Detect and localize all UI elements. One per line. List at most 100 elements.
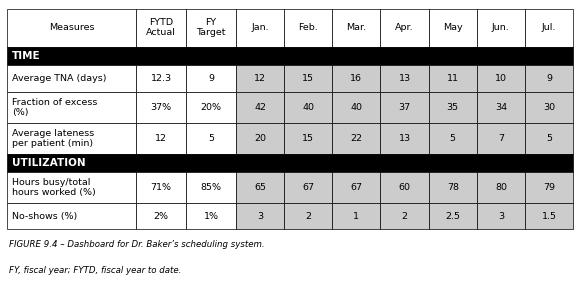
Text: 2: 2 [401,212,408,221]
Bar [429,9,477,47]
Bar [236,203,284,229]
Bar [7,92,136,123]
Text: 22: 22 [350,134,362,143]
Bar [236,172,284,203]
Bar [236,92,284,123]
Bar [284,123,332,154]
Bar [7,203,136,229]
Text: FY, fiscal year; FYTD, fiscal year to date.: FY, fiscal year; FYTD, fiscal year to da… [9,266,181,275]
Bar [429,123,477,154]
Text: 67: 67 [350,183,362,192]
Text: 2%: 2% [154,212,169,221]
Text: Average TNA (days): Average TNA (days) [12,74,107,83]
Text: 67: 67 [302,183,314,192]
Bar [7,123,136,154]
Text: Jan.: Jan. [251,23,269,32]
Bar [7,9,136,47]
Bar [525,92,573,123]
Text: Feb.: Feb. [298,23,318,32]
Bar [429,65,477,92]
Text: 3: 3 [498,212,504,221]
Bar [7,154,573,172]
Bar [381,203,429,229]
Text: 60: 60 [399,183,411,192]
Bar [186,9,236,47]
Text: 15: 15 [302,74,314,83]
Text: 11: 11 [447,74,458,83]
Text: 12: 12 [155,134,167,143]
Text: 9: 9 [546,74,552,83]
Bar [381,172,429,203]
Text: No-shows (%): No-shows (%) [12,212,77,221]
Bar [236,9,284,47]
Text: 7: 7 [498,134,504,143]
Text: FIGURE 9.4 – Dashboard for Dr. Baker’s scheduling system.: FIGURE 9.4 – Dashboard for Dr. Baker’s s… [9,240,264,249]
Text: 5: 5 [208,134,214,143]
Text: 5: 5 [450,134,456,143]
Bar [477,172,525,203]
Text: Hours busy/total
hours worked (%): Hours busy/total hours worked (%) [12,178,96,197]
Text: 13: 13 [399,74,411,83]
Text: Mar.: Mar. [346,23,366,32]
Bar [186,65,236,92]
Text: 34: 34 [495,103,507,112]
Text: 79: 79 [543,183,555,192]
Text: 40: 40 [302,103,314,112]
Text: 35: 35 [446,103,458,112]
Bar [332,123,381,154]
Bar [381,123,429,154]
Text: 2: 2 [305,212,311,221]
Text: Fraction of excess
(%): Fraction of excess (%) [12,98,97,117]
Bar [477,123,525,154]
Text: 80: 80 [495,183,507,192]
Bar [136,65,186,92]
Bar [525,65,573,92]
Text: 85%: 85% [200,183,222,192]
Text: 37: 37 [399,103,411,112]
Text: Jun.: Jun. [492,23,510,32]
Text: 65: 65 [254,183,266,192]
Text: 71%: 71% [150,183,172,192]
Text: Measures: Measures [49,23,94,32]
Bar [284,203,332,229]
Bar [186,123,236,154]
Bar [332,203,381,229]
Text: 13: 13 [399,134,411,143]
Bar [429,203,477,229]
Text: 9: 9 [208,74,214,83]
Text: 2.5: 2.5 [445,212,460,221]
Text: 3: 3 [257,212,263,221]
Bar [477,65,525,92]
Bar [7,65,136,92]
Bar [332,172,381,203]
Bar [525,172,573,203]
Bar [7,47,573,65]
Bar [186,172,236,203]
Bar [477,92,525,123]
Bar [525,9,573,47]
Bar [525,203,573,229]
Text: 20: 20 [254,134,266,143]
Text: 15: 15 [302,134,314,143]
Bar [477,203,525,229]
Text: FYTD
Actual: FYTD Actual [146,18,176,37]
Bar [381,92,429,123]
Bar [429,172,477,203]
Bar [284,65,332,92]
Text: 30: 30 [543,103,555,112]
Bar [236,65,284,92]
Text: Apr.: Apr. [395,23,414,32]
Bar [477,9,525,47]
Text: 78: 78 [447,183,458,192]
Bar [429,92,477,123]
Bar [7,172,136,203]
Text: 12.3: 12.3 [150,74,172,83]
Text: May: May [443,23,463,32]
Text: Jul.: Jul. [542,23,556,32]
Bar [136,123,186,154]
Text: Average lateness
per patient (min): Average lateness per patient (min) [12,129,94,148]
Text: 1%: 1% [203,212,218,221]
Bar [186,92,236,123]
Text: 16: 16 [350,74,362,83]
Text: 42: 42 [254,103,266,112]
